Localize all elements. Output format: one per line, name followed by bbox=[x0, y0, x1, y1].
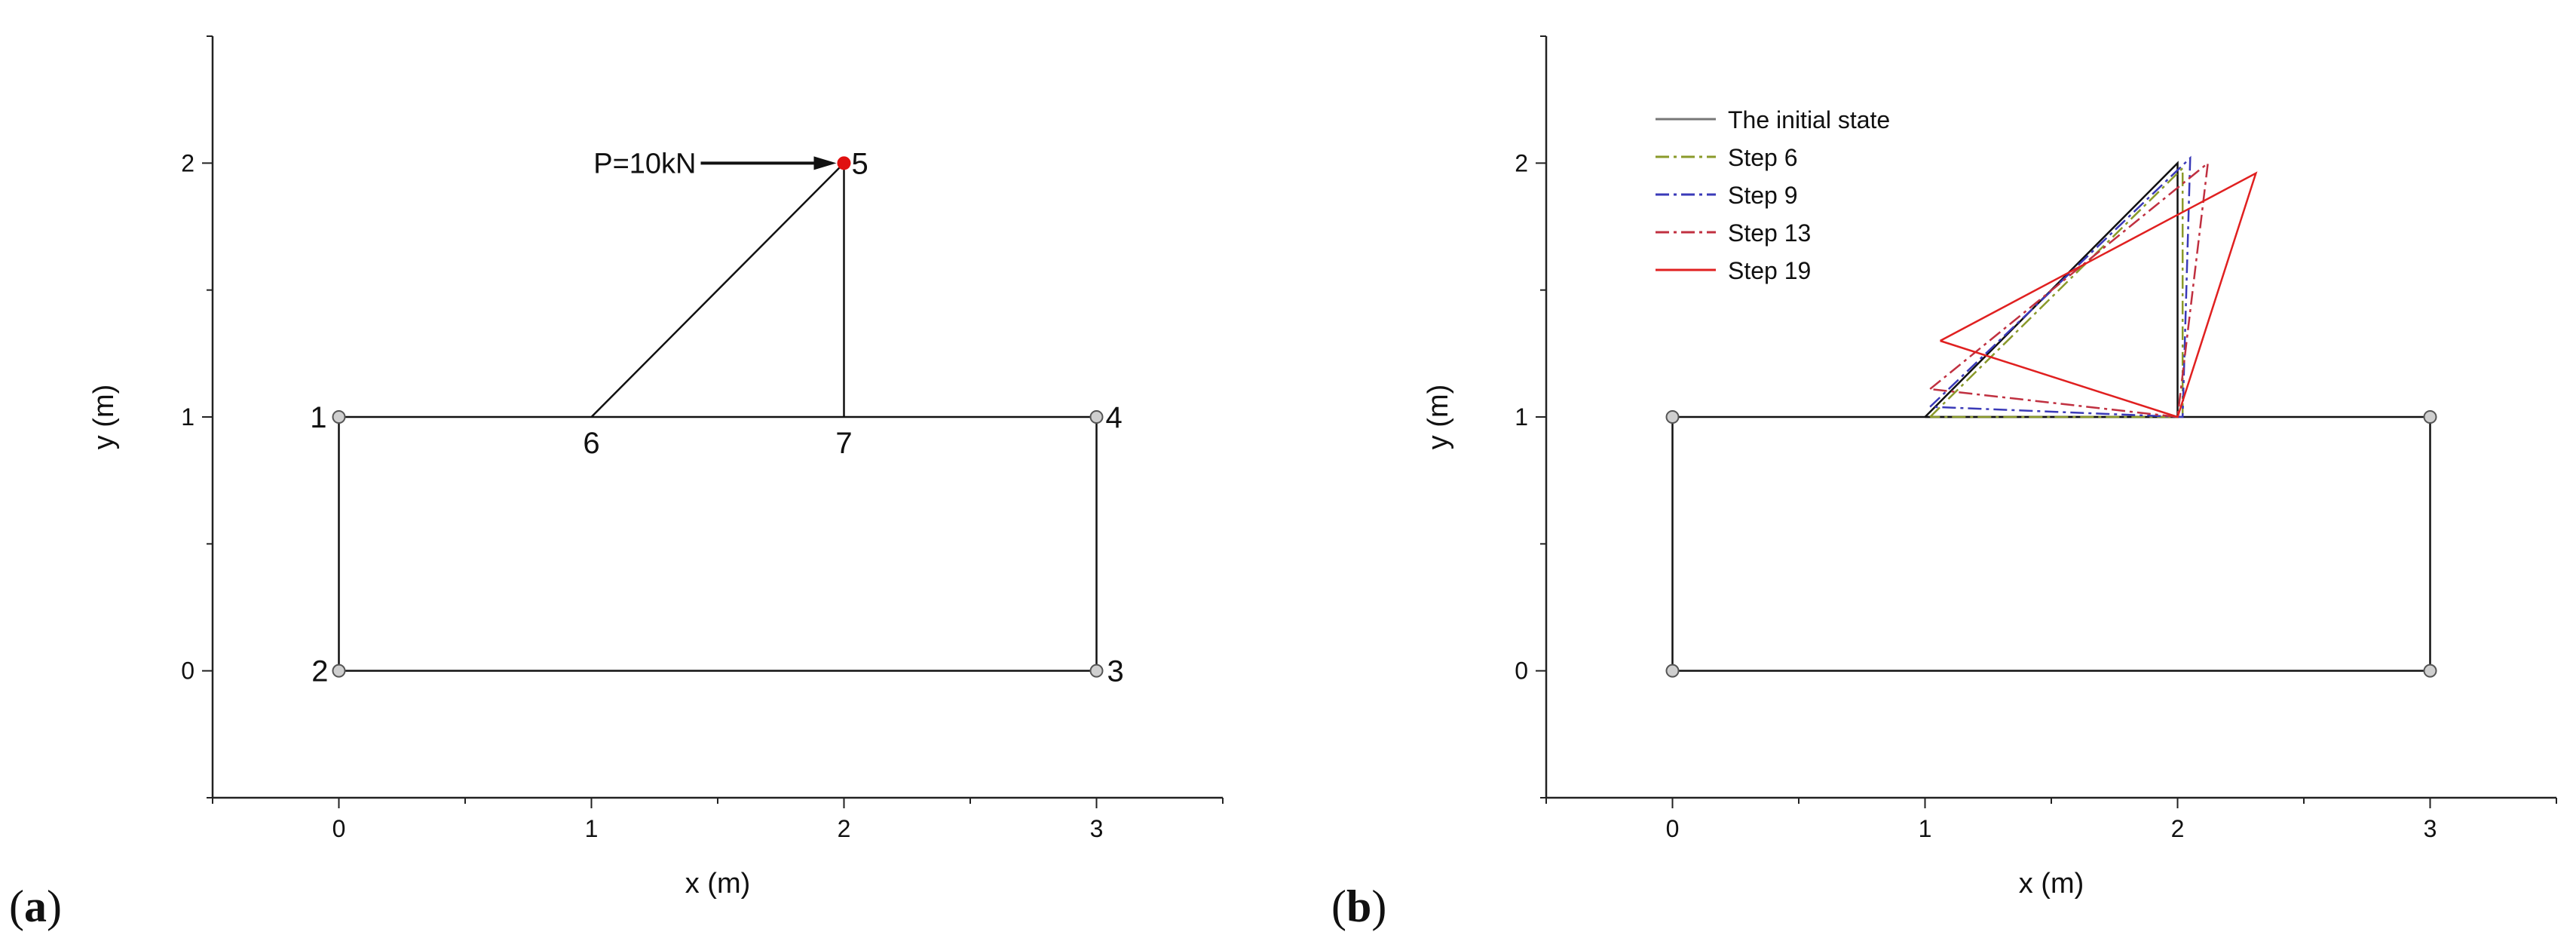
y-axis-label: y (m) bbox=[1423, 385, 1454, 450]
x-tick-label: 1 bbox=[585, 815, 599, 842]
loaded-node bbox=[837, 156, 851, 170]
node-label: 3 bbox=[1107, 655, 1124, 688]
legend-label: Step 19 bbox=[1728, 257, 1811, 284]
deformation-state-4 bbox=[1940, 171, 2258, 418]
node-label: 7 bbox=[835, 427, 852, 460]
load-label: P=10kN bbox=[593, 148, 696, 179]
deformation-state-3 bbox=[1929, 161, 2210, 418]
x-tick-label: 2 bbox=[2171, 815, 2185, 842]
x-axis-label: x (m) bbox=[685, 868, 751, 900]
node-label: 6 bbox=[583, 427, 599, 460]
x-tick-label: 3 bbox=[2424, 815, 2437, 842]
y-tick-label: 1 bbox=[181, 403, 195, 431]
node-label: 1 bbox=[310, 401, 326, 434]
y-tick-label: 2 bbox=[1515, 149, 1528, 176]
x-tick-label: 0 bbox=[1666, 815, 1680, 842]
node-label: 4 bbox=[1106, 401, 1123, 434]
support-pin bbox=[2423, 410, 2437, 424]
support-pin bbox=[1089, 664, 1104, 678]
frame-rectangle bbox=[338, 415, 1098, 672]
deformation-state-2 bbox=[1929, 155, 2192, 418]
support-pin bbox=[1089, 410, 1104, 424]
support-pin bbox=[1665, 664, 1680, 678]
support-pin bbox=[332, 410, 346, 424]
y-tick-label: 0 bbox=[181, 657, 195, 685]
support-pin bbox=[332, 664, 346, 678]
x-tick-label: 3 bbox=[1090, 815, 1104, 842]
node-label: 5 bbox=[852, 147, 868, 180]
x-tick-label: 1 bbox=[1919, 815, 1932, 842]
x-tick-label: 2 bbox=[838, 815, 851, 842]
truss-member bbox=[590, 162, 845, 418]
x-axis-label: x (m) bbox=[2019, 868, 2084, 900]
support-pin bbox=[2423, 664, 2437, 678]
y-tick-label: 0 bbox=[1515, 657, 1528, 685]
panel-b: 0 1 2 3 0 1 2 x (m) y (m) (b) The initial state Ste… bbox=[1331, 35, 2557, 931]
panel-a: 0 1 2 3 0 1 2 x (m) y (m) (a) P=10kN 1 2 3 4 5 6 7 bbox=[9, 35, 1224, 931]
x-tick-label: 0 bbox=[332, 815, 346, 842]
support-pin bbox=[1665, 410, 1680, 424]
legend-label: The initial state bbox=[1728, 106, 1890, 133]
panel-letter: a bbox=[24, 881, 47, 931]
legend-label: Step 9 bbox=[1728, 182, 1798, 209]
legend-label: Step 6 bbox=[1728, 144, 1798, 171]
deformation-state-1 bbox=[1929, 166, 2184, 418]
y-tick-label: 1 bbox=[1515, 403, 1528, 431]
panel-letter: b bbox=[1346, 881, 1371, 931]
y-axis-label: y (m) bbox=[88, 385, 120, 450]
legend-label: Step 13 bbox=[1728, 219, 1811, 247]
panel-label: (a) bbox=[9, 881, 62, 931]
frame-rectangle bbox=[1671, 415, 2431, 672]
node-label: 2 bbox=[311, 655, 328, 688]
y-tick-label: 2 bbox=[181, 149, 195, 176]
load-arrow-head bbox=[813, 156, 837, 170]
panel-label: (b) bbox=[1331, 881, 1386, 931]
